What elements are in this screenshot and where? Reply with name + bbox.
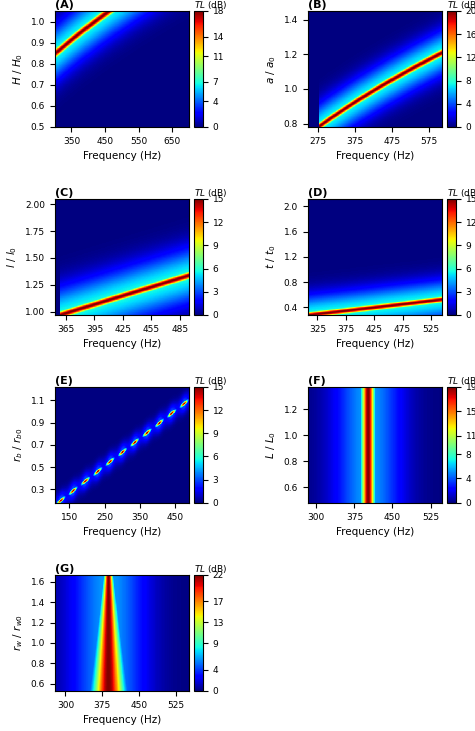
X-axis label: Frequency (Hz): Frequency (Hz) xyxy=(83,339,161,349)
Text: (G): (G) xyxy=(55,564,74,574)
Text: (F): (F) xyxy=(308,376,325,386)
Y-axis label: $r_w\ /\ r_{w0}$: $r_w\ /\ r_{w0}$ xyxy=(11,614,25,651)
X-axis label: Frequency (Hz): Frequency (Hz) xyxy=(336,527,414,537)
Text: (D): (D) xyxy=(308,188,327,198)
X-axis label: Frequency (Hz): Frequency (Hz) xyxy=(336,339,414,349)
Text: $TL$ (dB): $TL$ (dB) xyxy=(447,375,475,387)
X-axis label: Frequency (Hz): Frequency (Hz) xyxy=(83,715,161,725)
X-axis label: Frequency (Hz): Frequency (Hz) xyxy=(336,151,414,162)
X-axis label: Frequency (Hz): Frequency (Hz) xyxy=(83,527,161,537)
Y-axis label: $l\ /\ l_0$: $l\ /\ l_0$ xyxy=(5,246,19,268)
Text: $TL$ (dB): $TL$ (dB) xyxy=(194,563,228,575)
Text: (E): (E) xyxy=(55,376,73,386)
Text: $TL$ (dB): $TL$ (dB) xyxy=(447,0,475,11)
Text: $TL$ (dB): $TL$ (dB) xyxy=(194,375,228,387)
Text: (C): (C) xyxy=(55,188,73,198)
X-axis label: Frequency (Hz): Frequency (Hz) xyxy=(83,151,161,162)
Text: (B): (B) xyxy=(308,0,326,10)
Text: $TL$ (dB): $TL$ (dB) xyxy=(447,187,475,199)
Text: $TL$ (dB): $TL$ (dB) xyxy=(194,0,228,11)
Y-axis label: $t\ /\ t_0$: $t\ /\ t_0$ xyxy=(264,245,278,269)
Y-axis label: $a\ /\ a_0$: $a\ /\ a_0$ xyxy=(264,54,278,83)
Y-axis label: $H\ /\ H_0$: $H\ /\ H_0$ xyxy=(11,53,25,85)
Y-axis label: $L\ /\ L_0$: $L\ /\ L_0$ xyxy=(264,431,278,459)
Text: (A): (A) xyxy=(55,0,74,10)
Y-axis label: $r_b\ /\ r_{b0}$: $r_b\ /\ r_{b0}$ xyxy=(11,428,25,462)
Text: $TL$ (dB): $TL$ (dB) xyxy=(194,187,228,199)
